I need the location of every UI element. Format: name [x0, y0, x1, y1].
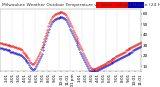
Text: Milwaukee Weather Outdoor Temperature vs Wind Chill per Minute (24 Hours): Milwaukee Weather Outdoor Temperature vs… — [2, 3, 160, 7]
